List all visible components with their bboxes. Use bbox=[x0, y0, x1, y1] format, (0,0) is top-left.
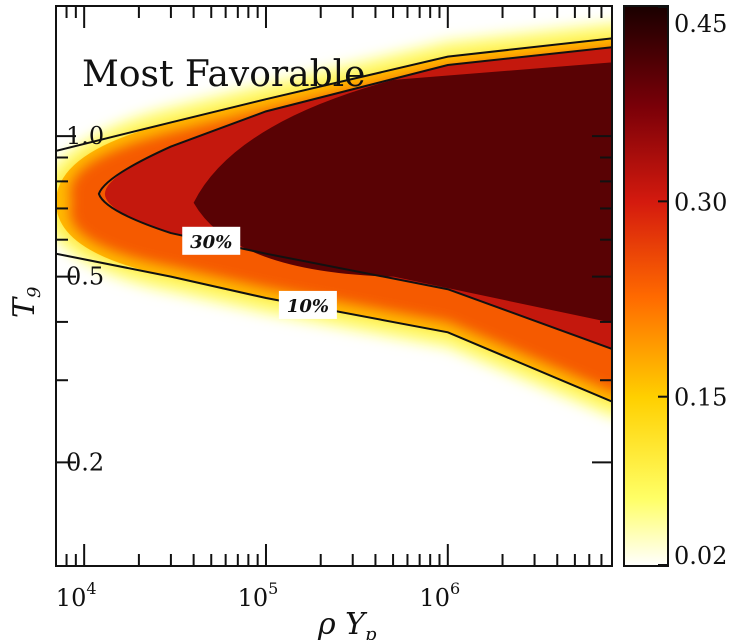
contour-label-30: 30% bbox=[182, 226, 241, 255]
x-tick-label: 106 bbox=[419, 579, 460, 612]
contour-line-lower bbox=[56, 252, 612, 403]
heat-core-region bbox=[193, 62, 612, 323]
plot-frame bbox=[55, 5, 613, 567]
heatmap-layer bbox=[56, 20, 612, 420]
y-axis-ticks: 1.0 0.5 0.2 bbox=[56, 122, 612, 476]
contour-label-text: 10% bbox=[287, 296, 329, 317]
y-axis-label-sub: 9 bbox=[24, 287, 45, 298]
y-axis-label-main: T bbox=[7, 296, 42, 318]
x-axis-ticks: 104 105 106 bbox=[55, 6, 613, 612]
colorbar-tick-label: 0.30 bbox=[674, 188, 727, 216]
x-axis-label: ρ Yp bbox=[317, 607, 377, 640]
contour-30 bbox=[97, 46, 612, 350]
colorbar-tick-label: 0.15 bbox=[674, 384, 727, 412]
colorbar-ticks: 0.45 0.30 0.15 0.02 bbox=[658, 6, 727, 570]
contour-label-box bbox=[182, 226, 241, 255]
contour-label-10: 10% bbox=[278, 290, 337, 319]
x-tick-label: 105 bbox=[238, 579, 279, 612]
contour-line-30 bbox=[97, 46, 612, 350]
y-tick-label: 0.2 bbox=[66, 448, 104, 476]
y-axis-label: T9 bbox=[7, 287, 45, 318]
y-tick-label: 0.5 bbox=[66, 263, 104, 291]
x-axis-label-main: ρ Y bbox=[317, 607, 368, 640]
x-axis-label-sub: p bbox=[365, 624, 377, 640]
colorbar-gradient bbox=[624, 6, 668, 566]
contour-label-box bbox=[278, 290, 337, 319]
contour-line-upper bbox=[56, 37, 612, 152]
contour-layer: 30% 10% bbox=[56, 37, 612, 403]
y-tick-label: 1.0 bbox=[66, 122, 104, 150]
contour-10 bbox=[56, 37, 612, 403]
contour-label-text: 30% bbox=[190, 232, 232, 253]
colorbar-frame bbox=[623, 5, 669, 567]
x-tick-label: 104 bbox=[56, 579, 97, 612]
colorbar: 0.45 0.30 0.15 0.02 bbox=[623, 5, 727, 570]
colorbar-tick-label: 0.45 bbox=[674, 10, 727, 38]
plot-area: 30% 10% 104 105 106 1.0 0.5 0.2 bbox=[55, 5, 613, 612]
colorbar-tick-label: 0.02 bbox=[674, 542, 727, 570]
panel-title: Most Favorable bbox=[82, 54, 365, 95]
